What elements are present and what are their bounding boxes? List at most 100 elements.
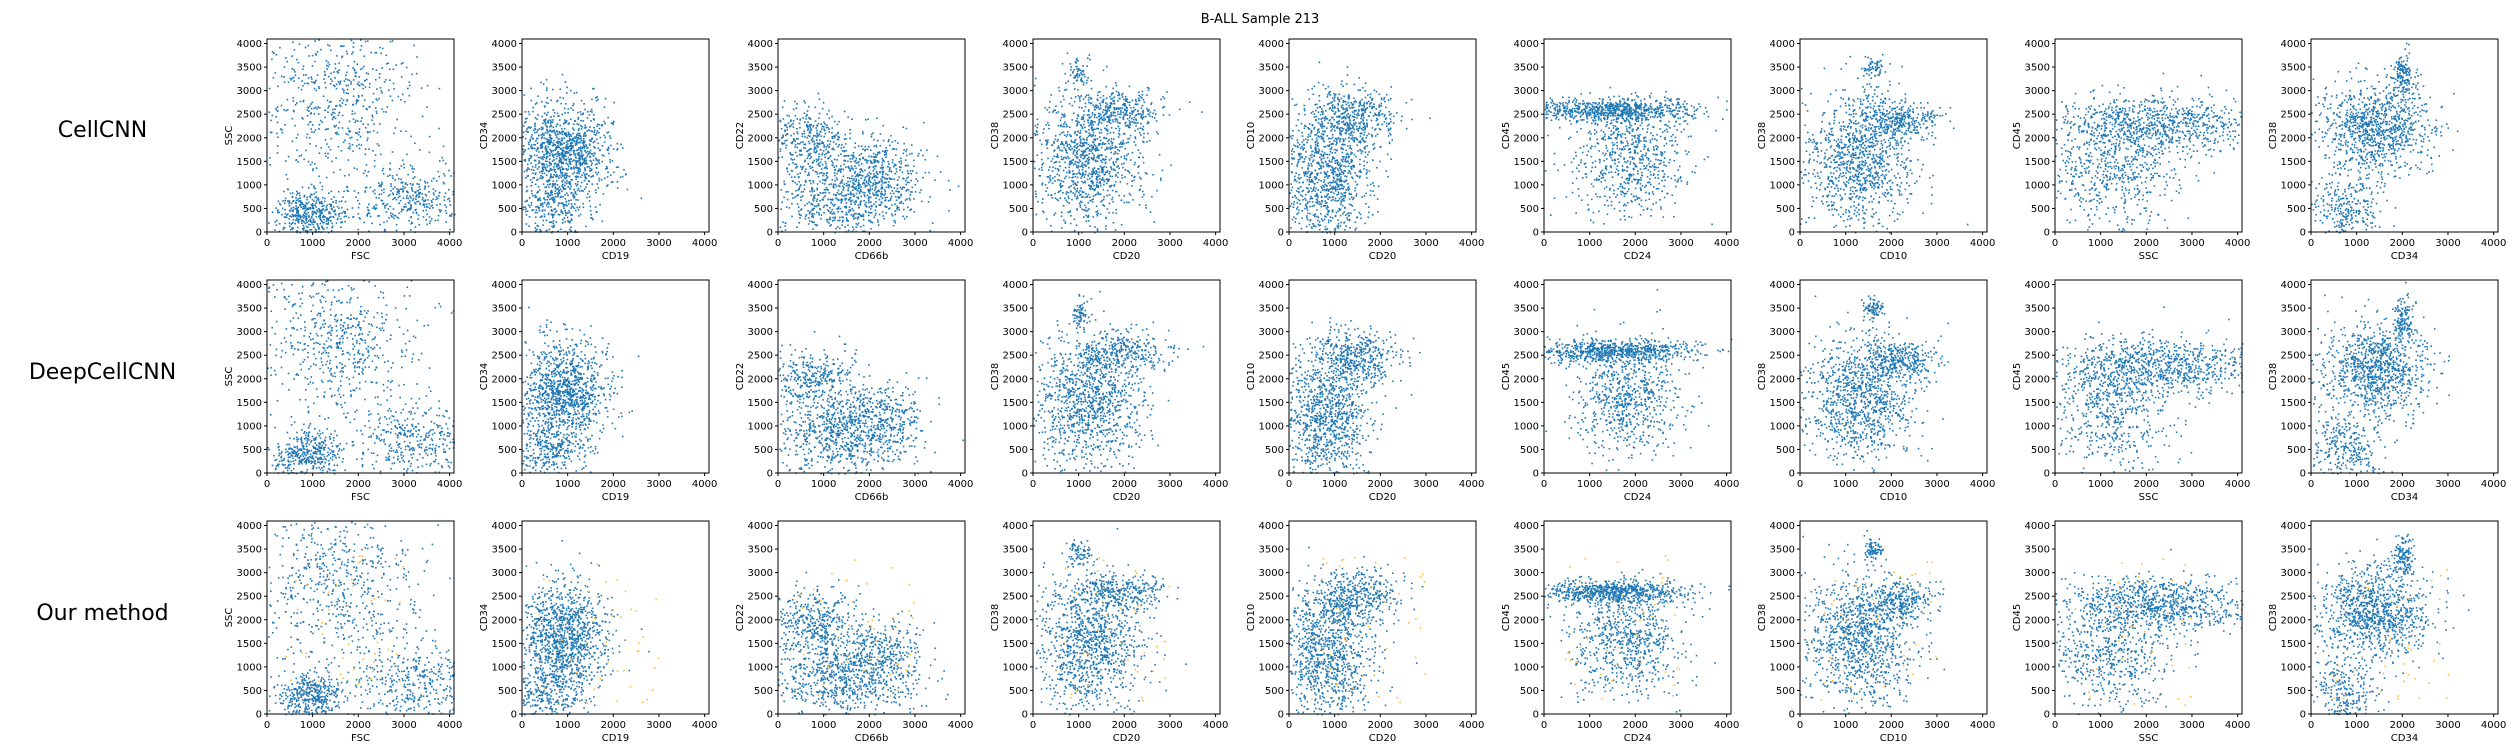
data-point [425, 691, 427, 693]
data-point [287, 451, 289, 453]
data-point [367, 124, 369, 126]
data-point [292, 210, 294, 212]
data-point [366, 668, 368, 670]
data-point [350, 606, 352, 608]
data-point [333, 85, 335, 87]
data-point [276, 627, 278, 629]
data-point [375, 204, 377, 206]
data-point [339, 104, 341, 106]
data-point [407, 209, 409, 211]
data-point [329, 325, 331, 327]
data-point [438, 195, 440, 197]
data-point [333, 686, 335, 688]
data-point [389, 194, 391, 196]
data-point [375, 397, 377, 399]
data-point [322, 364, 324, 366]
data-point [315, 325, 317, 327]
data-point [333, 290, 335, 292]
data-point [434, 448, 436, 450]
data-point [337, 71, 339, 73]
data-point [429, 367, 431, 369]
data-point [396, 174, 398, 176]
data-point [410, 599, 412, 601]
data-point [297, 689, 299, 691]
data-point [375, 79, 377, 81]
data-point [344, 365, 346, 367]
data-point [341, 200, 343, 202]
data-point [414, 604, 416, 606]
data-point [441, 673, 443, 675]
data-point [418, 190, 420, 192]
data-point [322, 381, 324, 383]
data-point [446, 411, 448, 413]
data-point [302, 686, 304, 688]
data-point [307, 451, 309, 453]
data-point [293, 671, 295, 673]
data-point [411, 358, 413, 360]
data-point [327, 219, 329, 221]
data-point [405, 204, 407, 206]
data-point [275, 333, 277, 335]
data-point [359, 131, 361, 133]
data-point [341, 98, 343, 100]
data-point [396, 194, 398, 196]
data-point [412, 693, 414, 695]
data-point [366, 605, 368, 607]
data-point [337, 72, 339, 74]
data-point [343, 615, 345, 617]
data-point [422, 210, 424, 212]
data-point [285, 467, 287, 469]
data-point [320, 531, 322, 533]
data-point [425, 185, 427, 187]
data-point [367, 209, 369, 211]
data-point [406, 710, 408, 712]
data-point [332, 119, 334, 121]
data-point [373, 703, 375, 705]
data-point [362, 105, 364, 107]
data-point [390, 338, 392, 340]
data-point [368, 352, 370, 354]
data-point [363, 222, 365, 224]
data-point [336, 705, 338, 707]
data-point [443, 146, 445, 148]
data-point [341, 150, 343, 152]
data-point [320, 544, 322, 546]
data-point [427, 182, 429, 184]
data-point [390, 183, 392, 185]
data-point [327, 157, 329, 159]
data-point [308, 220, 310, 222]
data-point [403, 574, 405, 576]
data-point [345, 133, 347, 135]
data-point [323, 219, 325, 221]
data-point [296, 191, 298, 193]
data-point [373, 123, 375, 125]
data-point [303, 433, 305, 435]
data-point [325, 623, 327, 625]
data-point [381, 92, 383, 94]
data-point [306, 432, 308, 434]
data-point [378, 182, 380, 184]
data-point [308, 107, 310, 109]
data-point [310, 194, 312, 196]
data-point [414, 209, 416, 211]
data-point [336, 689, 338, 691]
data-point [354, 365, 356, 367]
data-point [329, 370, 331, 372]
data-point [417, 459, 419, 461]
data-point [287, 109, 289, 111]
data-point [321, 691, 323, 693]
data-point [314, 327, 316, 329]
data-point [385, 525, 387, 527]
data-point [362, 340, 364, 342]
data-point [334, 77, 336, 79]
data-point [343, 601, 345, 603]
data-point [317, 396, 319, 398]
data-point [395, 433, 397, 435]
data-point [349, 354, 351, 356]
data-point [411, 398, 413, 400]
data-point [310, 333, 312, 335]
data-point [336, 84, 338, 86]
data-point [340, 380, 342, 382]
data-point [304, 691, 306, 693]
